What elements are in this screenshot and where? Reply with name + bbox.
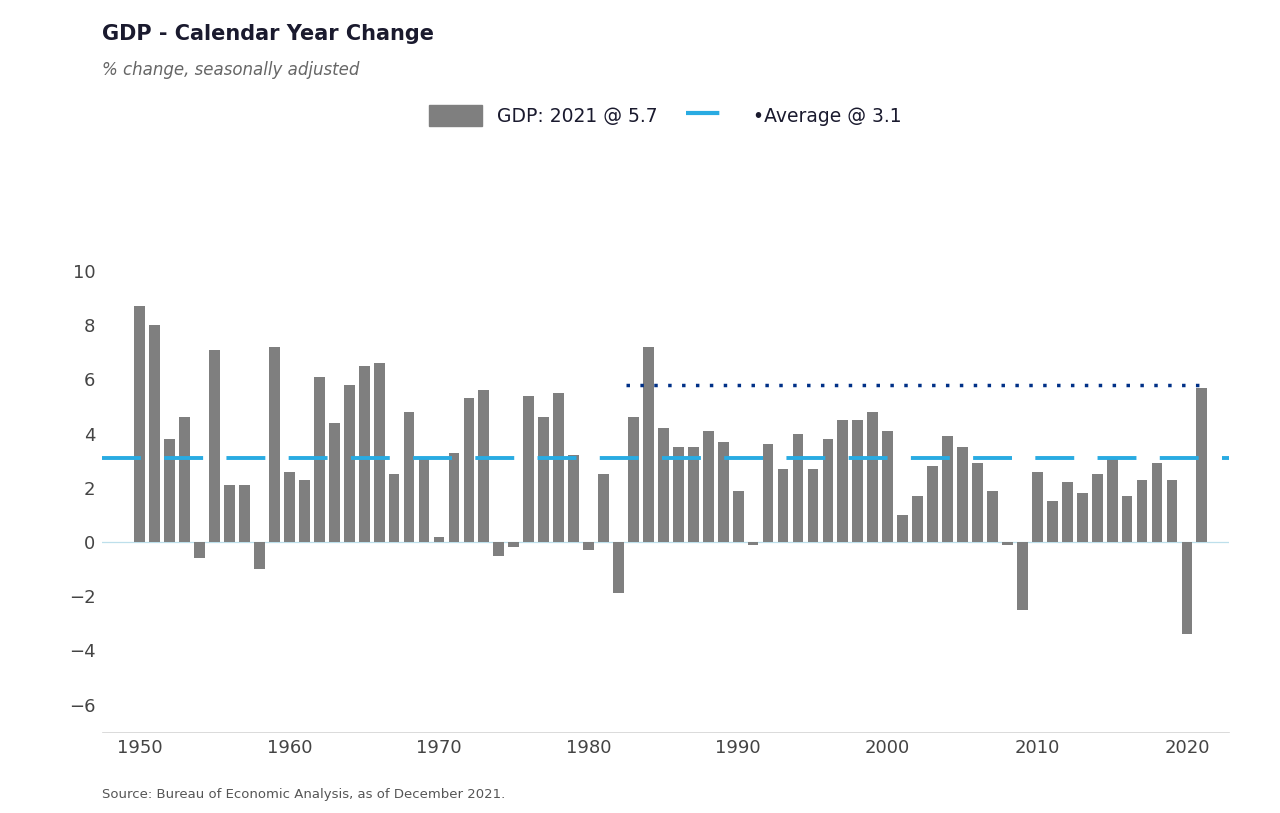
Bar — [808, 469, 818, 542]
Bar — [972, 463, 983, 542]
Bar — [913, 496, 923, 542]
Bar — [224, 485, 236, 542]
Bar — [195, 542, 205, 559]
Bar — [255, 542, 265, 569]
Bar — [239, 485, 250, 542]
Bar — [434, 537, 444, 542]
Bar — [269, 347, 280, 542]
Bar — [448, 453, 460, 542]
Bar — [344, 385, 355, 542]
Bar — [687, 447, 699, 542]
Text: GDP - Calendar Year Change: GDP - Calendar Year Change — [102, 24, 434, 45]
Bar — [613, 542, 623, 593]
Bar — [987, 490, 998, 542]
Bar — [673, 447, 684, 542]
Bar — [1137, 480, 1147, 542]
Bar — [553, 393, 564, 542]
Legend: GDP: 2021 @ 5.7, •Average @ 3.1: GDP: 2021 @ 5.7, •Average @ 3.1 — [422, 98, 909, 134]
Bar — [284, 472, 294, 542]
Bar — [1181, 542, 1192, 634]
Bar — [868, 412, 878, 542]
Bar — [628, 417, 639, 542]
Bar — [134, 307, 145, 542]
Bar — [329, 423, 339, 542]
Bar — [598, 474, 609, 542]
Bar — [957, 447, 968, 542]
Bar — [1047, 502, 1057, 542]
Bar — [882, 431, 893, 542]
Bar — [463, 398, 475, 542]
Bar — [403, 412, 415, 542]
Bar — [539, 417, 549, 542]
Bar — [389, 474, 399, 542]
Bar — [419, 458, 429, 542]
Text: Source: Bureau of Economic Analysis, as of December 2021.: Source: Bureau of Economic Analysis, as … — [102, 788, 506, 801]
Bar — [314, 376, 325, 542]
Bar — [942, 437, 952, 542]
Bar — [1032, 472, 1043, 542]
Bar — [658, 428, 668, 542]
Bar — [823, 439, 833, 542]
Bar — [897, 515, 908, 542]
Bar — [852, 420, 863, 542]
Bar — [763, 445, 773, 542]
Bar — [1076, 493, 1088, 542]
Bar — [150, 325, 160, 542]
Bar — [1152, 463, 1162, 542]
Bar — [718, 441, 728, 542]
Bar — [358, 366, 370, 542]
Bar — [703, 431, 714, 542]
Bar — [1121, 496, 1133, 542]
Bar — [479, 390, 489, 542]
Bar — [1197, 388, 1207, 542]
Bar — [584, 542, 594, 550]
Bar — [1166, 480, 1178, 542]
Bar — [568, 455, 579, 542]
Bar — [164, 439, 175, 542]
Bar — [508, 542, 520, 547]
Bar — [1107, 458, 1117, 542]
Bar — [643, 347, 654, 542]
Bar — [1092, 474, 1102, 542]
Bar — [1018, 542, 1028, 610]
Bar — [493, 542, 504, 555]
Bar — [209, 350, 220, 542]
Bar — [732, 490, 744, 542]
Bar — [524, 396, 534, 542]
Bar — [374, 363, 384, 542]
Bar — [1002, 542, 1012, 545]
Bar — [300, 480, 310, 542]
Bar — [778, 469, 788, 542]
Bar — [927, 466, 938, 542]
Bar — [179, 417, 189, 542]
Bar — [837, 420, 849, 542]
Bar — [792, 433, 804, 542]
Bar — [748, 542, 759, 545]
Bar — [1062, 482, 1073, 542]
Text: % change, seasonally adjusted: % change, seasonally adjusted — [102, 61, 360, 79]
